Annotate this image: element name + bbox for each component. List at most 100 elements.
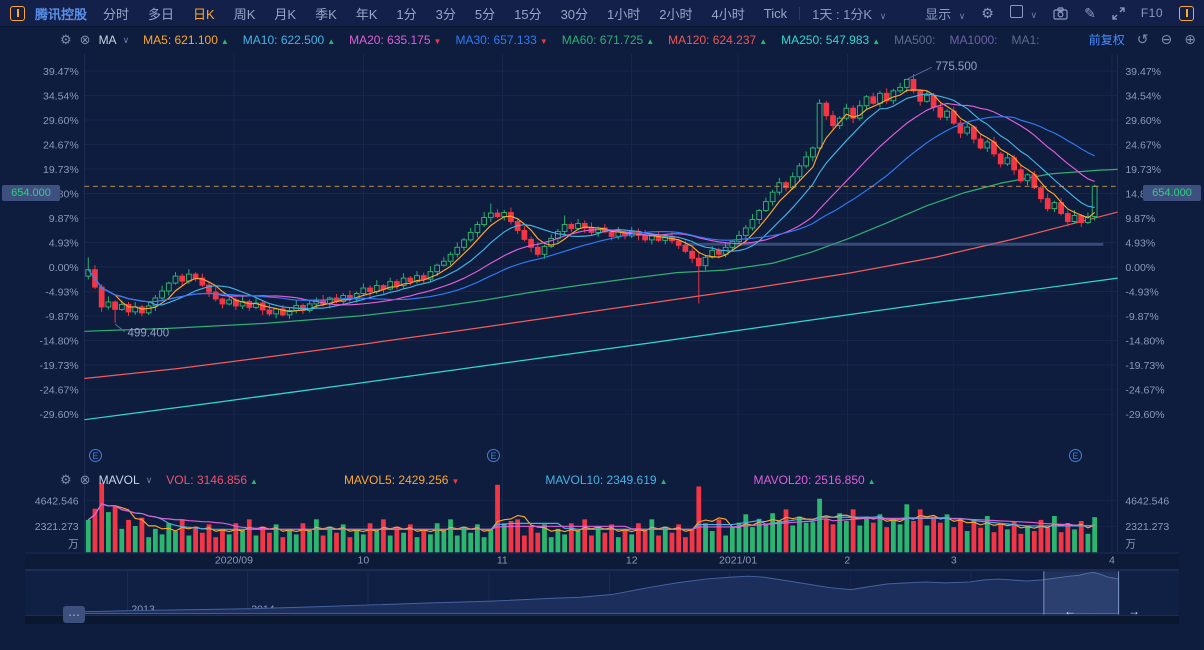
candle-body bbox=[883, 92, 890, 102]
candle-body bbox=[105, 301, 112, 308]
right-axis-label: 24.67% bbox=[1125, 139, 1161, 151]
volume-bar bbox=[267, 532, 272, 553]
volume-bar bbox=[528, 526, 534, 553]
mavol-indicator-title[interactable]: MAVOL bbox=[98, 473, 140, 487]
navigator-selection-window[interactable] bbox=[1043, 571, 1119, 615]
chevron-down-icon[interactable]: ∨ bbox=[122, 34, 130, 45]
mavol20-line bbox=[87, 503, 1095, 530]
navigator-scroll-left-arrow[interactable]: ← bbox=[1064, 604, 1076, 618]
reset-zoom-icon[interactable]: ↺ bbox=[1136, 31, 1149, 47]
timeframe-tab[interactable]: 30分 bbox=[560, 6, 589, 22]
legend-item[interactable]: MA1: bbox=[1012, 33, 1040, 47]
up-arrow-icon: ▲ bbox=[327, 37, 336, 46]
legend-item[interactable]: VOL: 3146.856 ▲ bbox=[166, 473, 258, 487]
timeframe-tab[interactable]: 日K bbox=[193, 6, 215, 22]
forward-adjust-button[interactable]: 前复权 bbox=[1088, 33, 1125, 47]
timeframe-tab[interactable]: 15分 bbox=[514, 6, 542, 22]
period-selector[interactable]: 1天 : 1分K ∨ bbox=[812, 4, 886, 23]
volume-bar bbox=[313, 519, 319, 553]
candle-body bbox=[226, 299, 233, 305]
timeframe-tab[interactable]: 周K bbox=[233, 6, 256, 22]
volume-bar bbox=[542, 524, 547, 553]
legend-item[interactable]: MA30: 657.133 ▼ bbox=[455, 33, 547, 47]
timeframe-tab[interactable]: 月K bbox=[274, 6, 297, 22]
draw-pencil-icon[interactable]: ✎ bbox=[1084, 5, 1096, 21]
indicator-close-icon[interactable]: ⊗ bbox=[79, 32, 91, 47]
kline-logo-icon[interactable] bbox=[10, 5, 25, 21]
indicator-settings-gear-icon[interactable]: ⚙ bbox=[60, 472, 72, 487]
f10-button[interactable]: F10 bbox=[1140, 6, 1163, 20]
timeframe-tab[interactable]: Tick bbox=[763, 5, 788, 21]
volume-plot[interactable] bbox=[85, 483, 1098, 553]
toolbar-divider bbox=[799, 6, 801, 20]
timeframe-tab[interactable]: 年K bbox=[355, 6, 378, 22]
legend-item[interactable]: MA250: 547.983 ▲ bbox=[781, 33, 880, 47]
volume-bar bbox=[716, 519, 722, 553]
candle-body bbox=[199, 277, 206, 286]
indicator-close-icon[interactable]: ⊗ bbox=[79, 472, 91, 487]
zoom-out-icon[interactable]: ⊖ bbox=[1160, 31, 1173, 47]
volume-bar bbox=[629, 534, 635, 553]
candle-body bbox=[917, 90, 924, 102]
candle-body bbox=[924, 94, 930, 102]
timeframe-tab[interactable]: 2小时 bbox=[659, 6, 693, 22]
month-tick-label: 2 bbox=[844, 555, 850, 567]
settings-gear-icon[interactable]: ⚙ bbox=[981, 5, 994, 21]
candle-body bbox=[447, 253, 454, 262]
candle-body bbox=[139, 306, 145, 314]
candle-body bbox=[977, 138, 984, 149]
timeframe-tab[interactable]: 5分 bbox=[474, 6, 496, 22]
indicator-settings-gear-icon[interactable]: ⚙ bbox=[60, 32, 72, 47]
zoom-in-icon[interactable]: ⊕ bbox=[1184, 31, 1196, 47]
right-axis-label: 39.47% bbox=[1125, 66, 1161, 78]
legend-item[interactable]: MAVOL10: 2349.619 ▲ bbox=[545, 473, 667, 487]
candle-body bbox=[1038, 187, 1044, 200]
legend-item[interactable]: MA500: bbox=[894, 33, 935, 47]
earnings-event-badge[interactable]: E bbox=[89, 449, 102, 462]
legend-label: MA1000: bbox=[949, 33, 998, 47]
timeframe-tab[interactable]: 季K bbox=[315, 6, 337, 22]
display-menu[interactable]: 显示 ∨ bbox=[925, 4, 965, 23]
timeframe-tab[interactable]: 分时 bbox=[103, 6, 130, 22]
down-arrow-icon: ▼ bbox=[451, 477, 460, 486]
timeframe-tab[interactable]: 1分 bbox=[396, 6, 417, 22]
legend-item[interactable]: MAVOL20: 2516.850 ▲ bbox=[753, 473, 875, 487]
timeframe-tab[interactable]: 多日 bbox=[148, 6, 175, 22]
legend-item[interactable]: MAVOL5: 2429.256 ▼ bbox=[344, 473, 459, 487]
legend-item[interactable]: MA60: 671.725 ▲ bbox=[562, 33, 654, 47]
candlestick-plot[interactable] bbox=[85, 73, 1098, 323]
earnings-event-badge[interactable]: E bbox=[487, 449, 500, 462]
navigator-scroll-right-arrow[interactable]: → bbox=[1128, 604, 1140, 618]
candle-body bbox=[98, 286, 105, 308]
legend-item[interactable]: MA10: 622.500 ▲ bbox=[243, 33, 335, 47]
legend-item[interactable]: MA20: 635.175 ▼ bbox=[349, 33, 441, 47]
kline-toggle-icon[interactable] bbox=[1179, 5, 1194, 21]
ma-indicator-title[interactable]: MA bbox=[98, 33, 117, 47]
chevron-down-icon[interactable]: ∨ bbox=[145, 474, 153, 485]
stock-name[interactable]: 腾讯控股 bbox=[35, 6, 88, 22]
timeframe-tab[interactable]: 1小时 bbox=[607, 6, 641, 22]
volume-bar bbox=[85, 519, 91, 553]
screenshot-camera-icon[interactable] bbox=[1053, 6, 1068, 20]
volume-bar bbox=[783, 509, 789, 553]
volume-axis-label: 4642.546 bbox=[1125, 495, 1169, 507]
volume-bar bbox=[488, 528, 494, 553]
layout-selector[interactable]: ∨ bbox=[1009, 5, 1037, 21]
timeframe-tab[interactable]: 4小时 bbox=[711, 6, 745, 22]
legend-item[interactable]: MA120: 624.237 ▲ bbox=[668, 33, 767, 47]
candle-body bbox=[689, 250, 695, 259]
volume-bar bbox=[642, 531, 648, 553]
earnings-event-badge[interactable]: E bbox=[1069, 449, 1082, 462]
timeframe-tab[interactable]: 3分 bbox=[435, 6, 456, 22]
legend-item[interactable]: MA5: 621.100 ▲ bbox=[143, 33, 229, 47]
legend-label: MA500: bbox=[894, 33, 936, 47]
navigator-more-button[interactable]: ⋯ bbox=[63, 606, 85, 623]
candle-body bbox=[695, 257, 702, 267]
month-tick-label: 11 bbox=[497, 555, 508, 567]
chart-canvas[interactable]: 39.47% 39.47% 34.54% 34.54% 29.60% 29.60% 24.6… bbox=[0, 27, 1204, 650]
left-axis-label: -9.87% bbox=[45, 311, 78, 323]
volume-axis-label: 2321.273 bbox=[1125, 521, 1169, 533]
fullscreen-expand-icon[interactable] bbox=[1112, 6, 1125, 20]
legend-item[interactable]: MA1000: bbox=[949, 33, 997, 47]
candle-body bbox=[1064, 213, 1071, 222]
